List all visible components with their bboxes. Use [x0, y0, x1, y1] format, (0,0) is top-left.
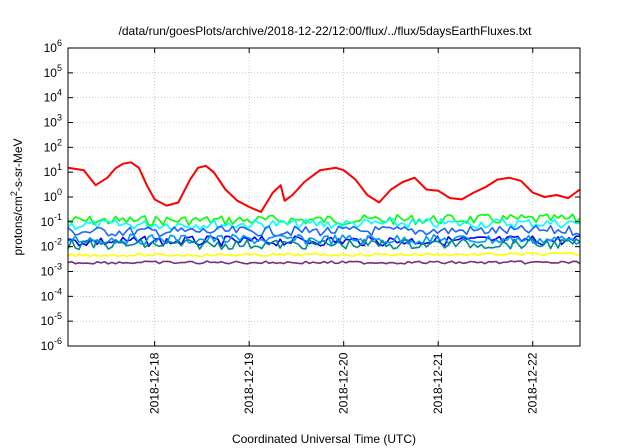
x-tick-label: 2018-12-18 — [148, 352, 162, 414]
grid-lines — [68, 48, 580, 346]
series-line — [67, 224, 581, 238]
series-line — [67, 252, 581, 258]
y-tick-label: 104 — [44, 88, 62, 105]
y-tick-label: 103 — [44, 113, 62, 130]
x-axis-label: Coordinated Universal Time (UTC) — [232, 432, 416, 446]
y-tick-label: 106 — [44, 38, 62, 55]
series-layer — [67, 161, 581, 265]
y-tick-label: 10-1 — [41, 212, 62, 229]
y-tick-label: 10-2 — [41, 237, 62, 254]
y-tick-label: 10-6 — [41, 336, 62, 353]
series-line — [67, 238, 581, 251]
y-tick-label: 10-4 — [41, 286, 62, 303]
x-tick-label: 2018-12-19 — [242, 352, 256, 414]
y-tick-label: 10-3 — [41, 262, 62, 279]
series-line — [67, 161, 581, 213]
y-tick-label: 100 — [44, 187, 62, 204]
chart-title: /data/run/goesPlots/archive/2018-12-22/1… — [119, 24, 533, 38]
series-line — [67, 218, 581, 231]
y-axis: 10-6 10-5 10-4 10-3 10-2 10-1 100 101 102 103 104 1… — [41, 38, 580, 353]
series-line — [67, 233, 581, 245]
series-line — [67, 213, 581, 226]
x-tick-label: 2018-12-20 — [337, 352, 351, 414]
y-tick-label: 101 — [44, 162, 62, 179]
series-line — [67, 260, 581, 265]
series-line — [67, 235, 581, 247]
y-tick-label: 102 — [44, 137, 62, 154]
y-tick-label: 10-5 — [41, 311, 62, 328]
x-tick-label: 2018-12-21 — [431, 352, 445, 414]
x-axis: 2018-12-18 2018-12-19 2018-12-20 2018-12-21… — [148, 48, 540, 414]
y-axis-label: protons/cm2-s-sr-MeV — [9, 138, 25, 255]
x-tick-label: 2018-12-22 — [526, 352, 540, 414]
y-tick-label: 105 — [44, 63, 62, 80]
